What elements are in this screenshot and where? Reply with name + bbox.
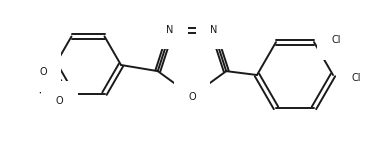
- Text: O: O: [39, 67, 47, 77]
- Text: Cl: Cl: [351, 73, 360, 83]
- Text: N: N: [166, 25, 174, 35]
- Text: O: O: [55, 96, 63, 106]
- Text: O: O: [188, 92, 196, 102]
- Text: N: N: [211, 25, 218, 35]
- Text: Cl: Cl: [332, 35, 342, 45]
